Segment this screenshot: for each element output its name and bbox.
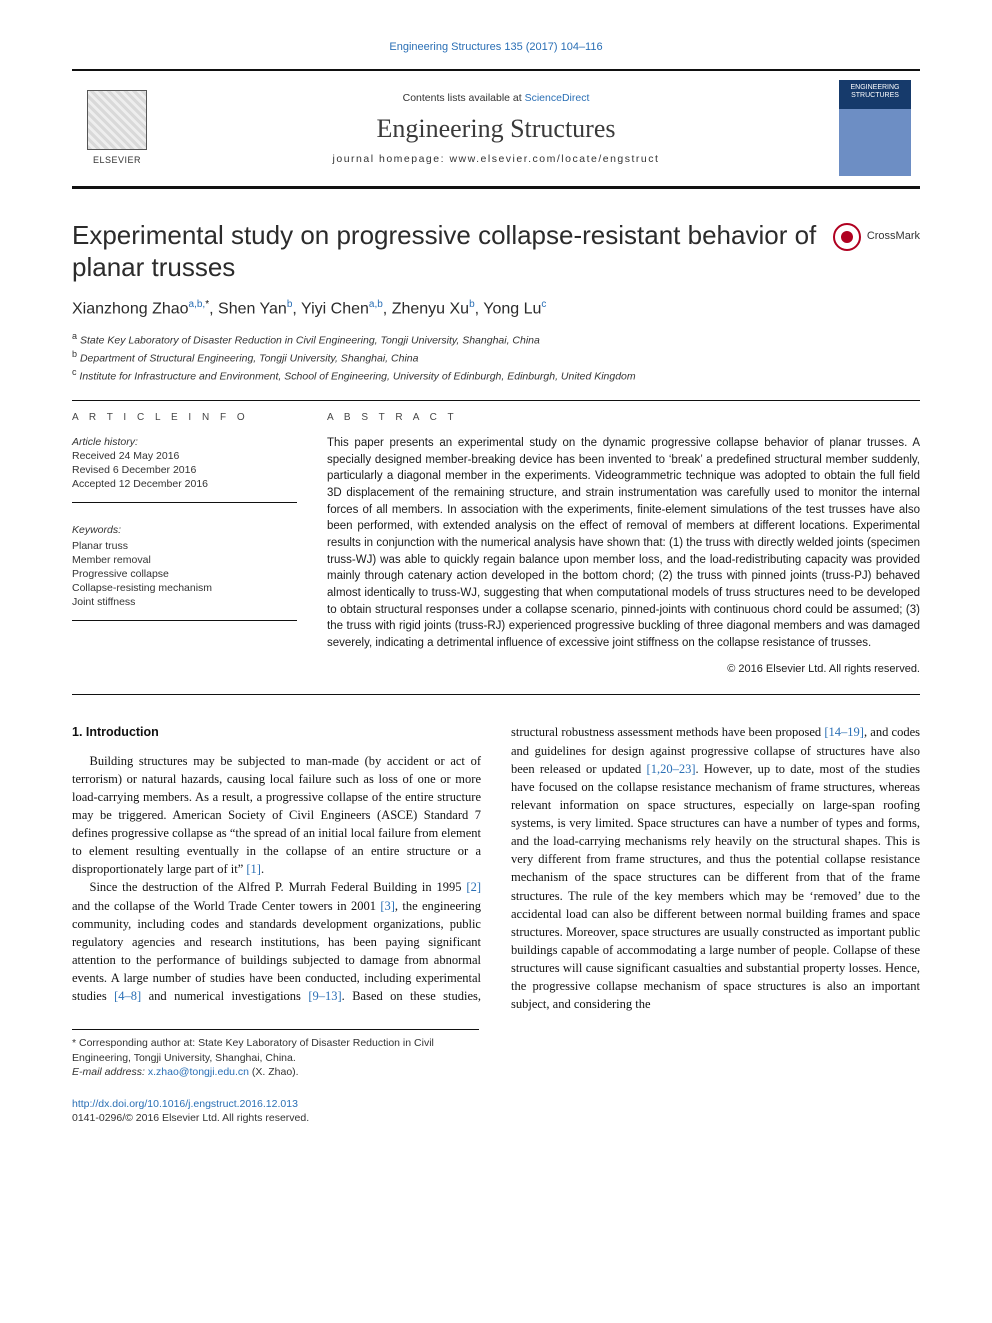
rule-top — [72, 400, 920, 401]
rule-bottom — [72, 694, 920, 695]
author-2: Shen Yan — [218, 300, 287, 317]
abstract-heading: A B S T R A C T — [327, 411, 920, 425]
sciencedirect-link[interactable]: ScienceDirect — [525, 92, 590, 104]
affiliation-b: Department of Structural Engineering, To… — [80, 352, 419, 364]
author-3-aff: a,b — [369, 299, 383, 310]
issn-line: 0141-0296/© 2016 Elsevier Ltd. All right… — [72, 1111, 920, 1125]
history-label: Article history: — [72, 435, 297, 449]
author-4-aff: b — [469, 299, 475, 310]
publisher-logo: ELSEVIER — [72, 71, 162, 186]
email-link[interactable]: x.zhao@tongji.edu.cn — [148, 1066, 249, 1078]
author-1: Xianzhong Zhao — [72, 300, 189, 317]
article-info-column: A R T I C L E I N F O Article history: R… — [72, 411, 297, 676]
journal-citation[interactable]: Engineering Structures 135 (2017) 104–11… — [72, 40, 920, 55]
keyword-1: Planar truss — [72, 539, 297, 553]
ref-3[interactable]: [3] — [380, 899, 395, 913]
journal-homepage[interactable]: journal homepage: www.elsevier.com/locat… — [162, 152, 830, 166]
abstract-copyright: © 2016 Elsevier Ltd. All rights reserved… — [327, 662, 920, 677]
contents-lists-line: Contents lists available at ScienceDirec… — [162, 91, 830, 105]
ref-2[interactable]: [2] — [466, 880, 481, 894]
email-person: (X. Zhao). — [249, 1066, 299, 1078]
author-2-aff: b — [287, 299, 293, 310]
keyword-3: Progressive collapse — [72, 567, 297, 581]
journal-banner: ELSEVIER Contents lists available at Sci… — [72, 69, 920, 189]
keyword-4: Collapse-resisting mechanism — [72, 581, 297, 595]
doi-block: http://dx.doi.org/10.1016/j.engstruct.20… — [72, 1097, 920, 1125]
elsevier-tree-icon — [87, 90, 147, 150]
cover-text: ENGINEERING STRUCTURES — [839, 84, 911, 99]
affiliations: a State Key Laboratory of Disaster Reduc… — [72, 330, 920, 385]
contents-prefix: Contents lists available at — [403, 92, 525, 104]
corr-star: * — [205, 299, 209, 310]
affiliation-a: State Key Laboratory of Disaster Reducti… — [80, 334, 540, 346]
article-info-heading: A R T I C L E I N F O — [72, 411, 297, 425]
ref-1[interactable]: [1] — [246, 862, 261, 876]
article-title: Experimental study on progressive collap… — [72, 219, 821, 284]
history-accepted: Accepted 12 December 2016 — [72, 477, 297, 491]
author-1-aff: a,b, — [189, 299, 206, 310]
author-5: Yong Lu — [483, 300, 541, 317]
crossmark-label: CrossMark — [867, 229, 920, 244]
author-list: Xianzhong Zhaoa,b,*, Shen Yanb, Yiyi Che… — [72, 298, 920, 320]
keyword-5: Joint stiffness — [72, 595, 297, 609]
corresponding-note: * Corresponding author at: State Key Lab… — [72, 1036, 479, 1064]
author-3: Yiyi Chen — [301, 300, 369, 317]
ref-4-8[interactable]: [4–8] — [114, 989, 141, 1003]
para-1: Building structures may be subjected to … — [72, 752, 481, 879]
ref-9-13[interactable]: [9–13] — [308, 989, 341, 1003]
journal-cover-thumb: ENGINEERING STRUCTURES — [830, 71, 920, 186]
abstract-column: A B S T R A C T This paper presents an e… — [327, 411, 920, 676]
email-label: E-mail address: — [72, 1066, 148, 1078]
crossmark-badge[interactable]: CrossMark — [833, 223, 920, 251]
publisher-name: ELSEVIER — [93, 154, 141, 166]
author-4: Zhenyu Xu — [392, 300, 469, 317]
crossmark-icon — [833, 223, 861, 251]
abstract-text: This paper presents an experimental stud… — [327, 435, 920, 652]
section-1-heading: 1. Introduction — [72, 723, 481, 741]
ref-1-20-23[interactable]: [1,20–23] — [647, 762, 696, 776]
journal-name: Engineering Structures — [162, 111, 830, 146]
affiliation-c: Institute for Infrastructure and Environ… — [79, 371, 635, 383]
history-received: Received 24 May 2016 — [72, 449, 297, 463]
history-revised: Revised 6 December 2016 — [72, 463, 297, 477]
keywords-label: Keywords: — [72, 523, 297, 537]
ref-14-19[interactable]: [14–19] — [824, 725, 864, 739]
doi-link[interactable]: http://dx.doi.org/10.1016/j.engstruct.20… — [72, 1097, 920, 1111]
author-5-aff: c — [541, 299, 546, 310]
body-two-column: 1. Introduction Building structures may … — [72, 723, 920, 1013]
footnotes: * Corresponding author at: State Key Lab… — [72, 1029, 479, 1079]
email-line: E-mail address: x.zhao@tongji.edu.cn (X.… — [72, 1065, 479, 1079]
keyword-2: Member removal — [72, 553, 297, 567]
